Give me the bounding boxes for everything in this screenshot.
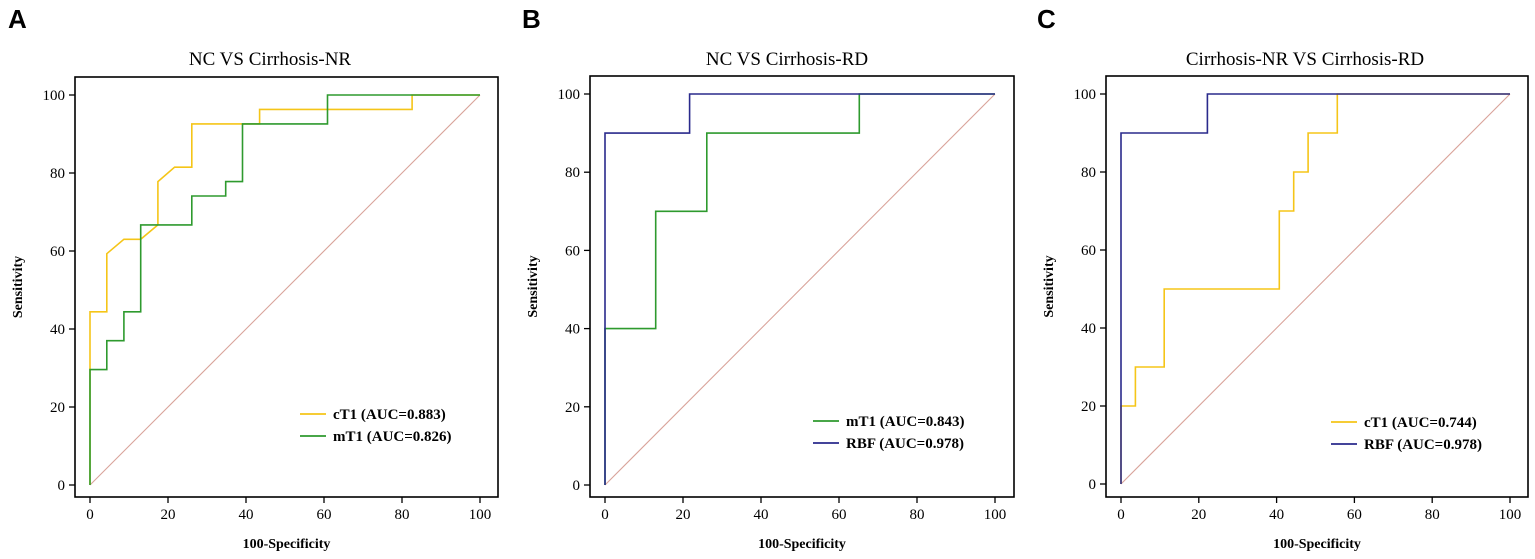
panel-letter: B: [522, 4, 541, 34]
x-tick-label: 20: [676, 507, 691, 523]
legend-label-mt1: mT1 (AUC=0.843): [846, 414, 965, 430]
y-tick-label: 0: [58, 478, 66, 494]
x-tick-label: 80: [395, 507, 410, 523]
y-tick-label: 20: [50, 400, 65, 416]
x-tick-label: 0: [1117, 507, 1125, 523]
x-tick-label: 80: [1425, 507, 1440, 523]
x-tick-label: 100: [984, 507, 1007, 523]
panel-b: B NC VS Cirrhosis-RD 0 20 40 60 80 100 0 20 40 60 80…: [522, 4, 1015, 552]
y-tick-label: 100: [558, 87, 581, 103]
x-tick-label: 40: [1269, 507, 1284, 523]
x-tick-label: 40: [239, 507, 254, 523]
x-axis-label: 100-Specificity: [1273, 537, 1361, 552]
x-tick-label: 60: [832, 507, 847, 523]
x-tick-label: 60: [1347, 507, 1362, 523]
legend-label-rbf: RBF (AUC=0.978): [846, 436, 964, 452]
x-tick-label: 0: [86, 507, 94, 523]
y-tick-label: 100: [43, 88, 66, 104]
x-tick-label: 80: [910, 507, 925, 523]
y-tick-label: 80: [50, 166, 65, 182]
x-tick-label: 40: [754, 507, 769, 523]
y-tick-label: 80: [1081, 165, 1096, 181]
y-axis-label: Sensitivity: [1042, 255, 1057, 317]
x-tick-label: 100: [1499, 507, 1522, 523]
roc-curve-ct1: [1120, 93, 1510, 484]
reference-line: [604, 93, 996, 486]
y-tick-label: 0: [1089, 477, 1097, 493]
y-tick-label: 40: [50, 322, 65, 338]
legend: cT1 (AUC=0.883) mT1 (AUC=0.826): [300, 407, 452, 445]
legend-label-ct1: cT1 (AUC=0.883): [333, 407, 446, 423]
y-tick-label: 60: [50, 244, 65, 260]
x-tick-label: 0: [601, 507, 609, 523]
chart-title: NC VS Cirrhosis-RD: [706, 49, 868, 70]
panel-letter: A: [8, 4, 27, 34]
y-tick-label: 60: [565, 243, 580, 259]
x-tick-label: 60: [317, 507, 332, 523]
plot-frame: [1105, 75, 1529, 498]
legend: cT1 (AUC=0.744) RBF (AUC=0.978): [1331, 415, 1482, 453]
roc-curve-rbf: [604, 93, 995, 485]
panel-a: A NC VS Cirrhosis-NR 0 20 40 60 80 100 0 20 40 60 80…: [8, 4, 499, 552]
roc-curve-mt1: [89, 94, 480, 485]
y-tick-label: 80: [565, 165, 580, 181]
roc-curve-rbf: [1120, 93, 1510, 484]
x-tick-label: 100: [469, 507, 492, 523]
chart-title: Cirrhosis-NR VS Cirrhosis-RD: [1186, 49, 1424, 70]
y-axis-label: Sensitivity: [11, 256, 26, 318]
roc-curve-ct1: [89, 94, 480, 485]
x-tick-label: 20: [1191, 507, 1206, 523]
y-tick-label: 60: [1081, 243, 1096, 259]
roc-curve-mt1: [604, 93, 995, 485]
legend-label-rbf: RBF (AUC=0.978): [1364, 437, 1482, 453]
y-axis-label: Sensitivity: [526, 255, 541, 317]
y-tick-label: 40: [565, 322, 580, 338]
panel-c: C Cirrhosis-NR VS Cirrhosis-RD 0 20 40 60 80 10…: [1037, 4, 1529, 552]
panel-letter: C: [1037, 4, 1056, 34]
y-tick-label: 100: [1074, 87, 1097, 103]
chart-title: NC VS Cirrhosis-NR: [189, 49, 352, 70]
reference-line: [89, 94, 481, 486]
y-tick-label: 40: [1081, 321, 1096, 337]
reference-line: [1120, 93, 1511, 485]
y-tick-label: 20: [1081, 399, 1096, 415]
plot-frame: [74, 76, 499, 498]
legend: mT1 (AUC=0.843) RBF (AUC=0.978): [813, 414, 965, 452]
x-tick-label: 20: [161, 507, 176, 523]
legend-label-mt1: mT1 (AUC=0.826): [333, 429, 452, 445]
x-axis-label: 100-Specificity: [243, 537, 331, 552]
y-tick-label: 0: [573, 478, 581, 494]
y-tick-label: 20: [565, 400, 580, 416]
plot-frame: [589, 75, 1015, 498]
legend-label-ct1: cT1 (AUC=0.744): [1364, 415, 1477, 431]
x-axis-label: 100-Specificity: [758, 537, 846, 552]
